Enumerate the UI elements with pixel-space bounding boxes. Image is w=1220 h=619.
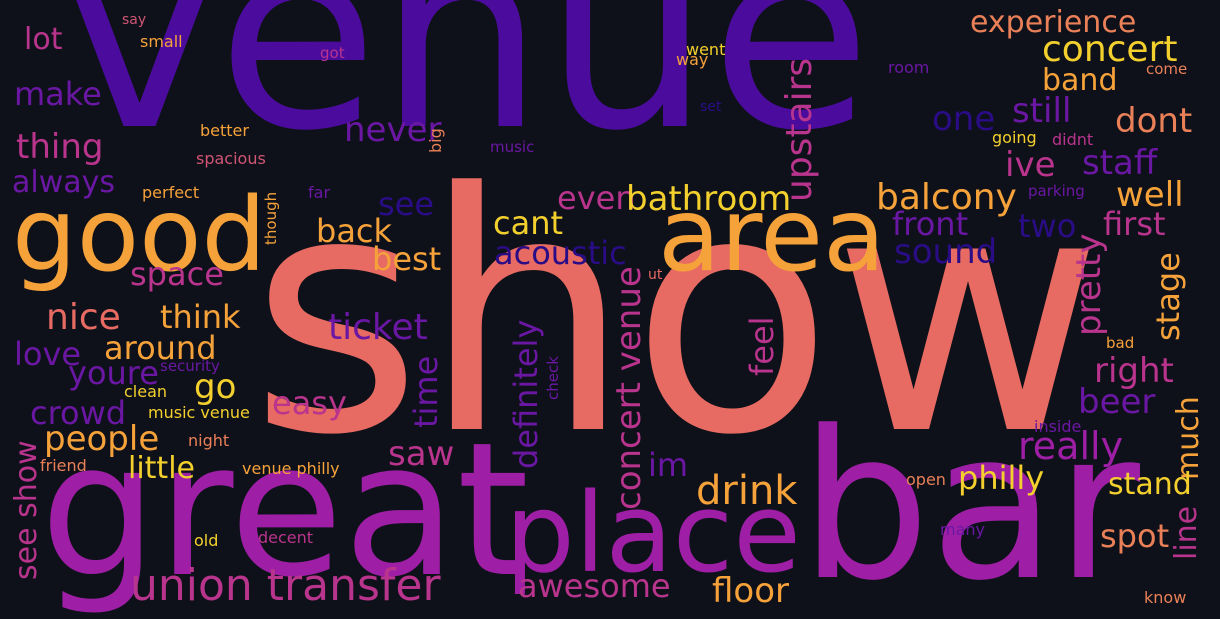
word-floor: floor — [712, 571, 789, 611]
word-bathroom: bathroom — [626, 179, 792, 219]
word-people: people — [44, 419, 160, 459]
word-music-venue: music venue — [148, 403, 250, 422]
word-make: make — [14, 75, 102, 113]
word-far: far — [308, 183, 331, 202]
word-acoustic: acoustic — [494, 234, 627, 272]
word-stand: stand — [1108, 467, 1192, 502]
word-around: around — [104, 329, 217, 367]
word-stage: stage — [1149, 252, 1187, 341]
word-though: though — [262, 191, 280, 245]
word-little: little — [128, 451, 195, 486]
word-venue: venue — [62, 0, 872, 188]
word-see: see — [378, 185, 435, 223]
word-come: come — [1146, 60, 1188, 78]
word-front: front — [892, 205, 969, 243]
word-clean: clean — [124, 382, 168, 401]
word-im: im — [648, 446, 689, 484]
word-thing: thing — [16, 127, 104, 167]
word-got: got — [320, 44, 345, 62]
word-spacious: spacious — [196, 149, 266, 168]
word-set: set — [700, 99, 722, 115]
word-music: music — [490, 138, 535, 156]
word-area: area — [658, 176, 886, 295]
word-perfect: perfect — [142, 183, 200, 202]
word-band: band — [1042, 63, 1118, 98]
word-easy: easy — [272, 384, 347, 422]
word-see-show: see show — [9, 440, 44, 580]
word-great: great — [40, 402, 530, 618]
word-big: big — [426, 128, 445, 153]
word-crowd: crowd — [30, 394, 127, 432]
word-staff: staff — [1082, 143, 1158, 183]
word-ticket: ticket — [328, 307, 428, 348]
word-bad: bad — [1106, 334, 1135, 352]
word-well: well — [1116, 175, 1184, 215]
word-ive: ive — [1005, 145, 1056, 185]
word-still: still — [1012, 91, 1072, 131]
word-right: right — [1094, 351, 1174, 391]
word-good: good — [12, 176, 267, 295]
word-didnt: didnt — [1052, 130, 1094, 149]
word-always: always — [12, 165, 116, 200]
word-go: go — [194, 367, 237, 407]
word-never: never — [344, 110, 442, 150]
word-definitely: definitely — [507, 319, 545, 469]
word-drink: drink — [696, 468, 798, 514]
word-check: check — [544, 356, 562, 400]
word-back: back — [316, 212, 393, 250]
word-security: security — [160, 357, 220, 375]
word-place: place — [505, 469, 801, 597]
word-space: space — [130, 255, 224, 293]
word-even: even — [557, 179, 636, 217]
word-feel: feel — [743, 316, 781, 376]
word-bar: bar — [800, 388, 1141, 619]
word-parking: parking — [1028, 182, 1085, 200]
word-experience: experience — [970, 5, 1137, 40]
word-two: two — [1018, 207, 1077, 245]
word-better: better — [200, 121, 249, 140]
word-beer: beer — [1078, 382, 1156, 422]
word-inside: inside — [1034, 417, 1082, 436]
word-cant: cant — [493, 204, 564, 242]
word-sound: sound — [894, 232, 998, 272]
word-balcony: balcony — [876, 177, 1017, 218]
word-old: old — [194, 531, 219, 550]
word-open: open — [906, 470, 946, 489]
word-think: think — [160, 298, 241, 336]
word-time: time — [407, 355, 445, 428]
word-youre: youre — [68, 354, 159, 392]
word-philly: philly — [958, 459, 1045, 497]
word-ut: ut — [648, 267, 663, 283]
word-love: love — [14, 335, 82, 373]
word-concert-venue: concert venue — [609, 266, 649, 510]
word-know: know — [1144, 588, 1187, 607]
word-small: small — [140, 32, 183, 51]
word-lot: lot — [24, 22, 63, 57]
word-pretty: pretty — [1069, 233, 1109, 336]
word-dont: dont — [1115, 101, 1193, 141]
word-going: going — [992, 128, 1037, 147]
word-concert: concert — [1042, 29, 1178, 70]
word-went: went — [686, 40, 726, 59]
word-many: many — [940, 520, 985, 539]
word-line: line — [1169, 505, 1204, 560]
word-show: show — [250, 123, 1103, 507]
word-friend: friend — [40, 456, 87, 475]
word-room: room — [888, 58, 930, 77]
word-decent: decent — [258, 528, 314, 547]
word-union-transfer: union transfer — [130, 560, 441, 611]
word-night: night — [188, 431, 230, 450]
word-first: first — [1103, 205, 1166, 243]
word-nice: nice — [46, 297, 121, 338]
word-venue-philly: venue philly — [242, 459, 340, 478]
word-awesome: awesome — [518, 567, 671, 605]
word-really: really — [1018, 424, 1124, 468]
word-best: best — [372, 240, 442, 278]
word-spot: spot — [1100, 517, 1170, 555]
word-say: say — [122, 12, 147, 28]
word-way: way — [676, 50, 709, 69]
word-saw: saw — [388, 434, 455, 474]
word-one: one — [932, 99, 996, 139]
